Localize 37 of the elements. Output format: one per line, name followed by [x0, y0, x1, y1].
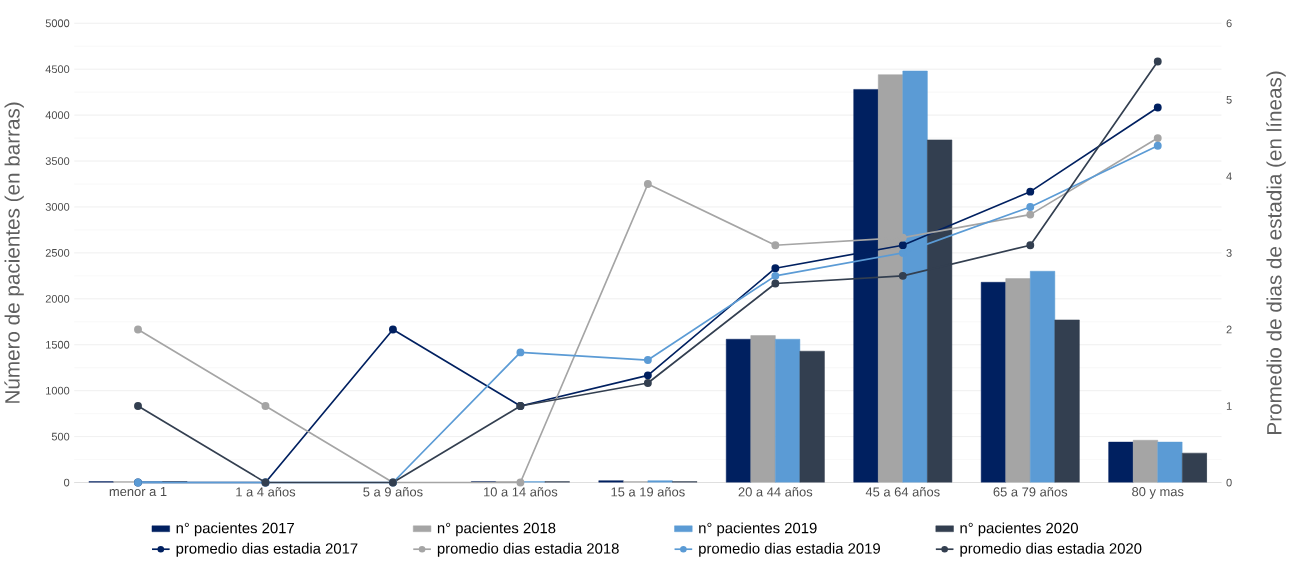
y-tick-label: 1500 — [46, 341, 70, 349]
x-tick-label: 20 a 44 años — [738, 487, 813, 497]
x-tick-label: 65 a 79 años — [993, 487, 1068, 497]
y2-tick-label: 4 — [1226, 172, 1232, 181]
y2-tick-label: 5 — [1226, 96, 1232, 104]
y-tick-label: 2000 — [45, 295, 70, 303]
x-tick-label: 1 a 4 años — [236, 487, 296, 497]
y-tick-label: 3500 — [45, 157, 70, 166]
y-tick-label: 5000 — [45, 19, 70, 28]
legend-label: promedio dias estadia 2020 — [960, 543, 1142, 557]
y2-axis-title: Promedio de dias de estadia (en líneas) — [1266, 71, 1286, 435]
x-tick-label: 5 a 9 años — [363, 487, 423, 497]
y-tick-label: 3000 — [45, 203, 70, 212]
y2-tick-label: 3 — [1226, 249, 1232, 257]
y-tick-label: 4500 — [45, 65, 70, 74]
y-tick-label: 4000 — [45, 111, 70, 120]
x-tick-label: 15 a 19 años — [611, 487, 685, 497]
y-axis-title: Número de pacientes (en barras) — [4, 102, 24, 404]
x-tick-label: 45 a 64 años — [865, 487, 940, 497]
y-tick-label: 0 — [64, 478, 70, 487]
y2-tick-label: 2 — [1226, 325, 1232, 334]
legend-label: promedio dias estadia 2019 — [699, 543, 880, 557]
y2-tick-label: 0 — [1226, 478, 1232, 487]
y-tick-label: 500 — [51, 432, 70, 441]
y2-tick-label: 1 — [1226, 402, 1232, 410]
x-tick-label: 80 y mas — [1132, 487, 1184, 500]
legend-label: n° pacientes 2020 — [960, 522, 1078, 537]
legend-label: n° pacientes 2018 — [437, 522, 556, 537]
legend-label: n° pacientes 2019 — [699, 522, 817, 537]
legend-label: n° pacientes 2017 — [176, 522, 294, 537]
legend-label: promedio dias estadia 2017 — [176, 543, 358, 557]
y2-tick-label: 6 — [1226, 19, 1232, 28]
x-tick-label: menor a 1 — [109, 487, 167, 497]
y-tick-label: 1000 — [46, 387, 70, 395]
y-tick-label: 2500 — [45, 249, 70, 257]
x-tick-label: 10 a 14 años — [484, 487, 558, 497]
legend-label: promedio dias estadia 2018 — [437, 543, 619, 557]
